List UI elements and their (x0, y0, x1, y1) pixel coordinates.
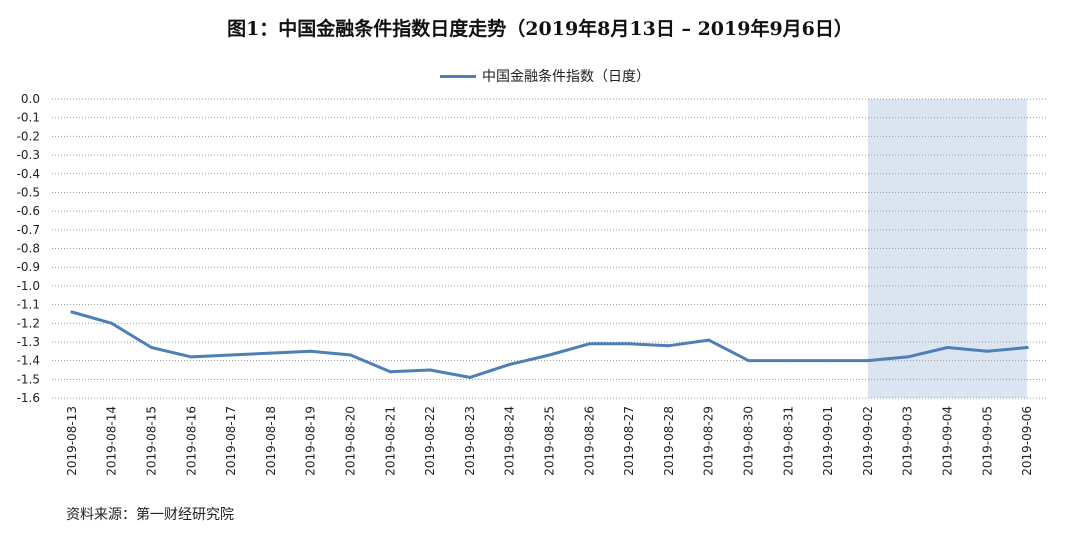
data-point (548, 353, 551, 357)
data-point (189, 355, 193, 359)
y-tick-label: -1.3 (17, 335, 40, 349)
data-point (627, 342, 631, 346)
chart-legend: 中国金融条件指数（日度） (440, 66, 650, 86)
x-tick-label: 2019-08-20 (344, 406, 358, 476)
chart-title: 图1：中国金融条件指数日度走势（2019年8月13日 – 2019年9月6日） (227, 18, 853, 40)
data-point (70, 310, 74, 314)
data-point (707, 338, 711, 342)
y-tick-label: -1.0 (17, 279, 40, 293)
y-tick-label: -0.6 (17, 204, 40, 218)
data-point (587, 342, 591, 346)
data-point (826, 359, 830, 363)
y-tick-label: -1.6 (17, 391, 40, 405)
y-tick-label: -0.3 (17, 148, 40, 162)
data-point (349, 353, 352, 357)
x-tick-label: 2019-09-04 (941, 406, 955, 476)
x-tick-label: 2019-08-31 (781, 406, 795, 476)
y-tick-label: -1.4 (17, 354, 40, 368)
x-tick-label: 2019-08-30 (742, 406, 756, 476)
x-tick-label: 2019-09-06 (1020, 406, 1034, 476)
x-tick-label: 2019-09-03 (901, 406, 915, 476)
y-tick-label: 0.0 (21, 92, 40, 106)
x-tick-label: 2019-09-01 (821, 406, 835, 476)
y-tick-label: -0.5 (17, 185, 40, 199)
y-tick-label: -0.2 (17, 129, 40, 143)
y-tick-label: -0.9 (17, 260, 40, 274)
line-chart: 0.0 -0.1 -0.2 -0.3 -0.4 -0.5 -0.6 -0.7 -0.8 -0.9 -… (17, 92, 1047, 476)
x-tick-label: 2019-08-19 (304, 406, 318, 476)
x-tick-label: 2019-08-17 (224, 406, 238, 476)
x-tick-label: 2019-09-02 (861, 406, 875, 476)
x-tick-label: 2019-08-18 (264, 406, 278, 476)
y-tick-label: -0.1 (17, 111, 40, 125)
legend-line-swatch (440, 74, 476, 78)
data-point (388, 370, 392, 374)
y-tick-label: -1.5 (17, 372, 40, 386)
x-tick-label: 2019-08-16 (184, 406, 198, 476)
x-tick-label: 2019-08-27 (622, 406, 636, 476)
data-point (269, 351, 273, 355)
y-tick-label: -1.1 (17, 298, 40, 312)
y-tick-label: -0.8 (17, 242, 40, 256)
x-tick-label: 2019-08-29 (702, 406, 716, 476)
data-point (110, 321, 114, 325)
x-tick-label: 2019-08-15 (145, 406, 159, 476)
y-tick-label: -0.4 (17, 167, 40, 181)
y-tick-label: -0.7 (17, 223, 40, 237)
data-point (468, 375, 472, 379)
data-point (150, 346, 153, 350)
data-point (906, 355, 910, 359)
x-tick-label: 2019-08-13 (65, 406, 79, 476)
x-tick-label: 2019-08-22 (423, 406, 437, 476)
data-point (1025, 346, 1029, 350)
x-tick-label: 2019-08-28 (662, 406, 676, 476)
x-tick-label: 2019-08-23 (463, 406, 477, 476)
x-tick-label: 2019-08-25 (543, 406, 557, 476)
data-point (309, 349, 313, 353)
x-tick-label: 2019-08-21 (383, 406, 397, 476)
data-point (866, 359, 870, 363)
data-point (229, 353, 233, 357)
x-tick-label: 2019-08-26 (582, 406, 596, 476)
y-tick-label: -1.2 (17, 316, 40, 330)
source-note: 资料来源：第一财经研究院 (66, 507, 234, 523)
data-point (985, 349, 989, 353)
data-point (667, 344, 671, 348)
x-tick-label: 2019-09-05 (980, 406, 994, 476)
data-point (747, 359, 750, 363)
x-tick-label: 2019-08-14 (105, 406, 119, 476)
data-point (508, 362, 512, 366)
data-point (428, 368, 432, 372)
data-point (786, 359, 790, 363)
x-tick-label: 2019-08-24 (503, 406, 517, 476)
legend-label: 中国金融条件指数（日度） (482, 69, 650, 85)
data-point (946, 346, 949, 350)
